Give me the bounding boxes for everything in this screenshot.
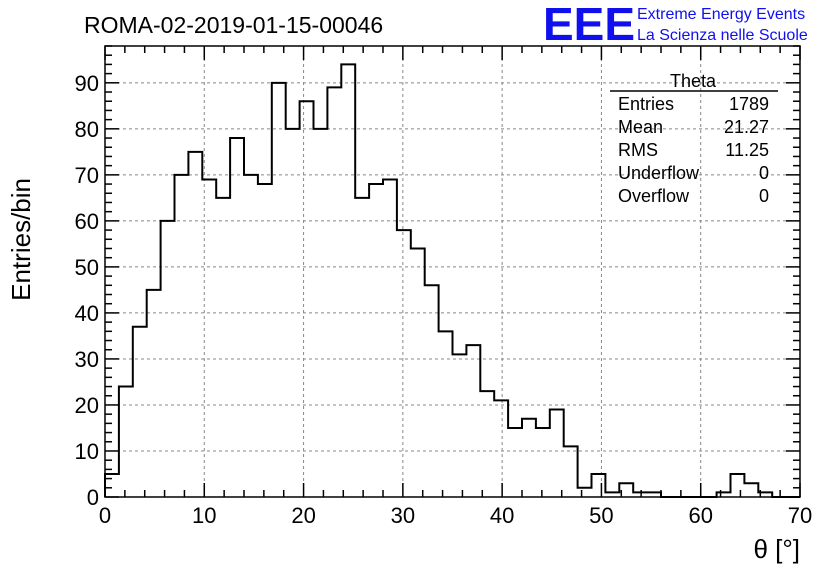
histogram-bin — [202, 179, 216, 497]
y-tick-label: 10 — [75, 439, 99, 464]
histogram-bin — [355, 198, 369, 497]
stats-row-value: 21.27 — [724, 117, 769, 137]
stats-row-value: 0 — [759, 163, 769, 183]
logo-line-1: Extreme Energy Events — [637, 6, 805, 23]
histogram-bin — [188, 152, 202, 497]
y-tick-label: 30 — [75, 347, 99, 372]
stats-row-value: 0 — [759, 186, 769, 206]
chart-title: ROMA-02-2019-01-15-00046 — [84, 12, 383, 38]
y-tick-label: 20 — [75, 393, 99, 418]
plot-frame — [104, 45, 801, 498]
x-tick-label: 10 — [192, 503, 216, 528]
stats-row-label: Underflow — [618, 163, 700, 183]
stats-row-label: Mean — [618, 117, 663, 137]
histogram-bin — [300, 101, 314, 497]
histogram-bin — [133, 327, 147, 497]
x-axis-label: θ [°] — [753, 534, 800, 564]
histogram-bin — [564, 446, 578, 497]
histogram-bin — [230, 138, 244, 497]
histogram-bin — [341, 64, 355, 497]
histogram-bin — [216, 198, 230, 497]
histogram-bin — [272, 83, 286, 497]
histogram-bin — [397, 230, 411, 497]
y-axis-label: Entries/bin — [6, 178, 36, 301]
histogram-bin — [175, 175, 189, 497]
histogram-bin — [536, 428, 550, 497]
x-tick-label: 20 — [291, 503, 315, 528]
stats-row-label: Overflow — [618, 186, 690, 206]
histogram-bin — [314, 129, 328, 497]
y-tick-label: 40 — [75, 301, 99, 326]
histogram-bin — [522, 419, 536, 497]
histogram-bin — [244, 175, 258, 497]
x-tick-label: 40 — [490, 503, 514, 528]
histogram-bin — [578, 488, 592, 497]
y-tick-label: 90 — [75, 71, 99, 96]
histogram-bin — [466, 345, 480, 497]
histogram-bin — [550, 410, 564, 497]
logo-mark: EEE — [543, 0, 635, 50]
histogram-bin — [480, 391, 494, 497]
histogram-bin — [119, 387, 133, 497]
histogram-bin — [592, 474, 606, 497]
histogram-bin — [494, 400, 508, 497]
x-tick-label: 60 — [688, 503, 712, 528]
y-tick-label: 0 — [87, 485, 99, 510]
y-tick-label: 80 — [75, 117, 99, 142]
histogram-bin — [731, 474, 745, 497]
histogram-bin — [161, 221, 175, 497]
x-tick-label: 70 — [788, 503, 812, 528]
x-tick-label: 0 — [99, 503, 111, 528]
histogram-bin — [453, 354, 467, 497]
eee-logo: EEE Extreme Energy Events La Scienza nel… — [543, 0, 808, 50]
histogram-bin — [425, 285, 439, 497]
histogram-bin — [105, 474, 119, 497]
x-tick-labels: 0 10 20 30 40 50 60 70 — [99, 503, 812, 528]
grid — [105, 46, 800, 497]
stats-row-value: 1789 — [729, 94, 769, 114]
histogram-bin — [286, 129, 300, 497]
x-tick-label: 30 — [391, 503, 415, 528]
stats-row-label: RMS — [618, 140, 658, 160]
histogram-bin — [439, 331, 453, 497]
stats-rows: Entries 1789 Mean 21.27 RMS 11.25 Underflow 0 Ov… — [618, 94, 769, 206]
histogram-bin — [744, 483, 758, 497]
y-tick-labels: 0 10 20 30 40 50 60 70 80 90 — [75, 71, 99, 510]
stats-row-label: Entries — [618, 94, 674, 114]
histogram-bin — [327, 87, 341, 497]
y-tick-label: 60 — [75, 209, 99, 234]
histogram-bin — [383, 179, 397, 497]
y-tick-label: 50 — [75, 255, 99, 280]
histogram-bin — [258, 184, 272, 497]
axis-ticks — [104, 45, 801, 498]
y-tick-label: 70 — [75, 163, 99, 188]
x-tick-label: 50 — [589, 503, 613, 528]
histogram-bin — [369, 184, 383, 497]
histogram-bin — [147, 290, 161, 497]
histogram-bin — [411, 248, 425, 497]
stats-row-value: 11.25 — [725, 140, 769, 160]
stats-title: Theta — [670, 71, 717, 91]
stats-box: Theta Entries 1789 Mean 21.27 RMS 11.25 Underf… — [610, 71, 778, 206]
logo-line-2: La Scienza nelle Scuole — [637, 27, 808, 44]
histogram-bin — [508, 428, 522, 497]
